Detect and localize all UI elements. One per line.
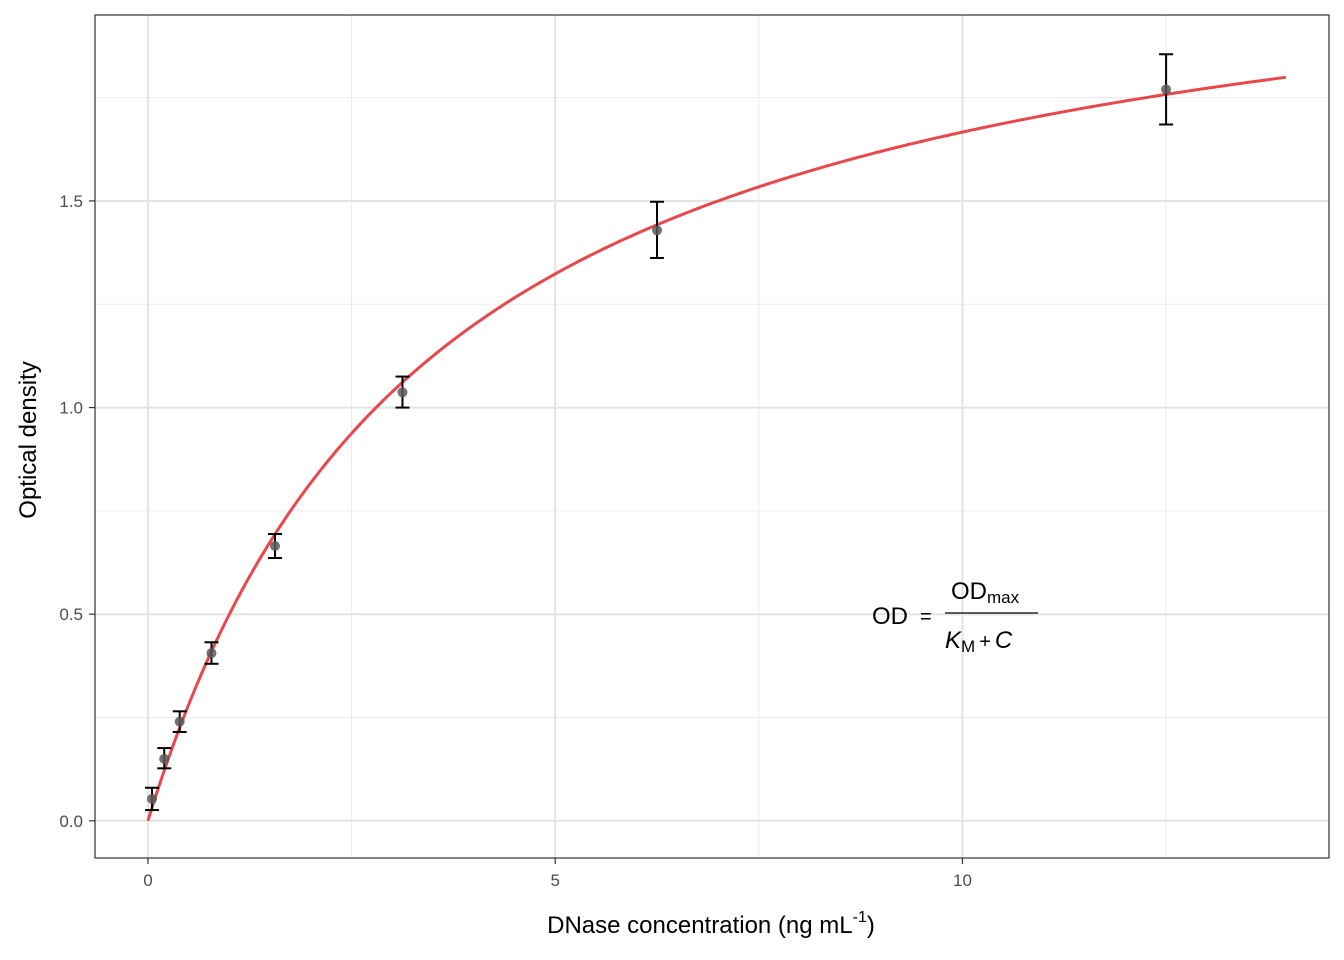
- data-points: [147, 84, 1172, 804]
- fit-curve-layer: [146, 75, 1287, 822]
- equation-numerator: ODmax: [951, 578, 1020, 607]
- fit-curve: [146, 75, 1287, 822]
- y-tick-label: 0.5: [59, 605, 83, 624]
- x-tick-label: 10: [953, 871, 972, 890]
- y-tick-label: 0.0: [59, 812, 83, 831]
- equation-equals: =: [920, 606, 932, 628]
- data-point: [397, 387, 408, 398]
- x-axis: 0 5 10: [143, 858, 972, 890]
- data-point: [270, 541, 281, 552]
- panel-border: [94, 14, 1330, 859]
- y-axis: 0.0 0.5 1.0 1.5: [59, 192, 95, 831]
- data-point: [147, 793, 158, 804]
- x-axis-title: DNase concentration (ng mL-1): [547, 909, 875, 939]
- y-tick-label: 1.0: [59, 399, 83, 418]
- grid-minor: [95, 15, 1329, 858]
- equation-denominator: KM + C: [945, 627, 1013, 656]
- x-tick-label: 0: [143, 871, 152, 890]
- equation-lhs: OD: [872, 603, 908, 630]
- data-point: [206, 648, 217, 659]
- y-tick-label: 1.5: [59, 192, 83, 211]
- x-tick-label: 5: [550, 871, 559, 890]
- data-point: [159, 753, 170, 764]
- data-point: [652, 225, 663, 236]
- equation-annotation: OD = ODmax KM + C: [872, 578, 1038, 656]
- grid-major: [95, 15, 1329, 858]
- data-point: [174, 716, 185, 727]
- y-axis-title: Optical density: [15, 361, 42, 518]
- data-point: [1161, 84, 1172, 95]
